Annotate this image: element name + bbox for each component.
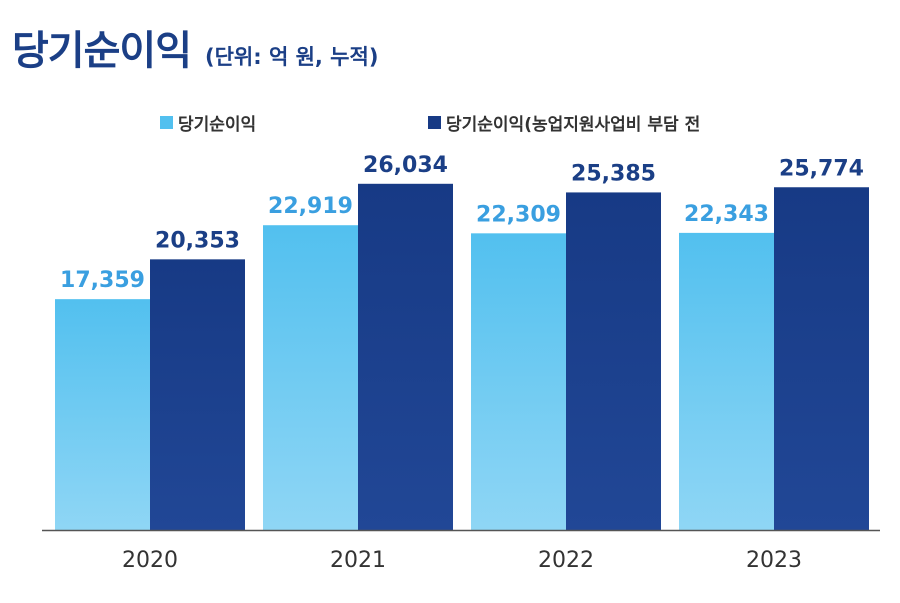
data-label-2021-series-1: 22,919 [268, 194, 353, 219]
data-label-2023-series-1: 22,343 [684, 202, 769, 227]
x-tick-label-2022: 2022 [538, 548, 594, 573]
title-row: 당기순이익 (단위: 억 원, 누적) [12, 18, 378, 76]
bar-2023-series-1 [679, 232, 774, 530]
bar-2020-series-2 [150, 259, 245, 530]
legend-item-series-1: 당기순이익 [160, 110, 256, 135]
chart-subtitle: (단위: 억 원, 누적) [205, 45, 379, 69]
bar-2023-series-2 [774, 187, 869, 530]
x-tick-label-2023: 2023 [746, 548, 802, 573]
data-label-2020-series-2: 20,353 [155, 228, 240, 253]
chart-title: 당기순이익 [12, 28, 192, 74]
bar-2022-series-1 [471, 233, 566, 530]
legend-item-series-2: 당기순이익(농업지원사업비 부담 전 [428, 110, 700, 135]
legend-swatch-series-1 [160, 116, 173, 129]
legend: 당기순이익 당기순이익(농업지원사업비 부담 전 [0, 110, 900, 140]
x-tick-label-2020: 2020 [122, 548, 178, 573]
data-label-2022-series-1: 22,309 [476, 202, 561, 227]
x-tick-label-2021: 2021 [330, 548, 386, 573]
legend-swatch-series-2 [428, 116, 441, 129]
data-label-2021-series-2: 26,034 [363, 153, 448, 178]
bar-2021-series-2 [358, 183, 453, 531]
legend-label-series-1: 당기순이익 [178, 115, 257, 135]
bar-2022-series-2 [566, 192, 661, 530]
bar-2020-series-1 [55, 299, 150, 530]
data-label-2023-series-2: 25,774 [779, 156, 864, 181]
bar-2021-series-1 [263, 225, 358, 530]
data-label-2020-series-1: 17,359 [60, 268, 145, 293]
legend-label-series-2: 당기순이익(농업지원사업비 부담 전 [446, 115, 701, 135]
data-label-2022-series-2: 25,385 [571, 161, 656, 186]
